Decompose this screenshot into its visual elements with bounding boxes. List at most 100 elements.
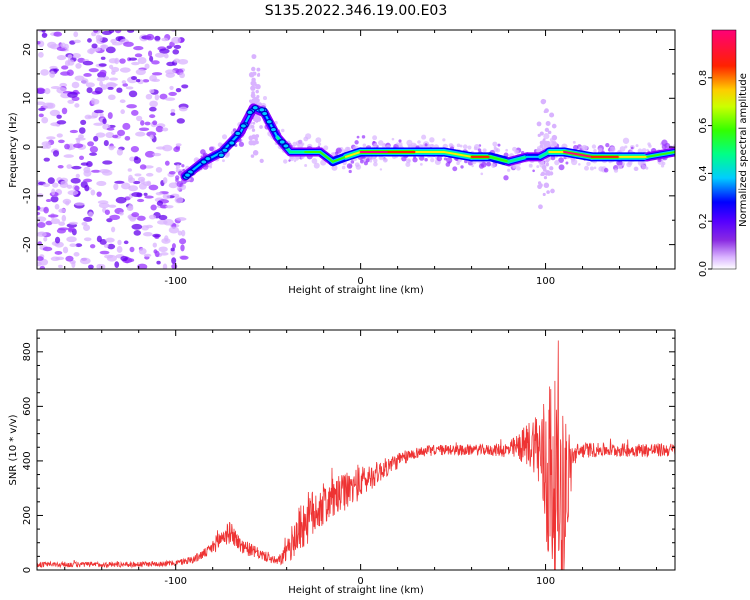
spectral-blob: [73, 252, 80, 257]
spectral-point: [634, 166, 639, 172]
spectral-point: [603, 167, 609, 173]
spectral-blob: [88, 68, 99, 73]
spectral-point: [544, 127, 550, 133]
ridge-segment: [563, 150, 593, 158]
spectral-blob: [106, 254, 118, 262]
spectral-blob: [130, 146, 139, 153]
spectral-blob: [99, 238, 107, 245]
spectral-point: [570, 158, 578, 166]
spectral-blob: [159, 48, 170, 54]
spectral-point: [255, 83, 261, 90]
spectral-blob: [67, 99, 75, 104]
spectral-point: [365, 158, 370, 163]
spectral-blob: [137, 57, 147, 64]
spectral-blob: [177, 58, 189, 65]
spectral-point: [430, 158, 435, 163]
spectral-blob: [120, 255, 128, 262]
spectral-point: [421, 134, 427, 140]
spectral-blob: [101, 169, 113, 176]
spectral-blob: [171, 263, 178, 269]
spectral-point: [251, 128, 256, 132]
spectral-blob: [169, 85, 174, 90]
spectral-blob: [73, 31, 79, 38]
spectral-point: [356, 135, 360, 139]
y-tick-label: 400: [22, 451, 33, 470]
spectral-blob: [60, 180, 68, 186]
spectral-blob: [151, 72, 163, 76]
spectral-blob: [165, 69, 176, 75]
y-tick-label: 200: [22, 506, 33, 525]
spectral-blob: [110, 226, 116, 233]
spectral-point: [378, 155, 384, 161]
ridge-segment: [646, 150, 675, 158]
spectral-blob: [98, 63, 107, 67]
spectral-blob: [81, 78, 89, 85]
spectral-point: [318, 142, 322, 146]
spectral-point: [348, 169, 352, 174]
spectral-blob: [174, 196, 184, 204]
spectral-blob: [66, 236, 77, 243]
spectral-blob: [137, 176, 146, 182]
spectral-point: [254, 137, 258, 141]
spectral-blob: [66, 184, 73, 189]
spectral-blob: [131, 61, 140, 66]
spectral-point: [584, 165, 589, 171]
spectral-blob: [114, 180, 125, 184]
spectral-point: [330, 152, 335, 156]
spectral-point: [251, 77, 256, 83]
spectral-point: [250, 124, 255, 129]
spectral-point: [616, 159, 623, 167]
spectral-blob: [40, 145, 49, 149]
spectral-blob: [95, 34, 101, 41]
spectral-point: [280, 128, 285, 133]
spectral-point: [456, 161, 460, 166]
ridge-spot: [278, 139, 286, 145]
spectral-blob: [37, 40, 41, 45]
spectral-blob: [102, 160, 113, 165]
spectral-point: [514, 150, 519, 155]
spectral-blob: [131, 192, 142, 197]
spectral-point: [572, 140, 576, 144]
spectral-blob: [74, 103, 80, 108]
spectral-blob: [39, 265, 46, 269]
spectral-blob: [165, 205, 174, 209]
spectral-blob: [158, 214, 168, 221]
spectrogram-xlabel: Height of straight line (km): [288, 285, 424, 296]
spectral-blob: [37, 211, 41, 216]
ridge-segment: [344, 150, 362, 158]
ridge-segment: [442, 150, 473, 158]
spectral-blob: [69, 129, 78, 134]
spectral-point: [373, 158, 378, 163]
spectral-blob: [45, 199, 52, 203]
spectral-blob: [127, 30, 135, 33]
spectral-blob: [96, 263, 103, 269]
spectral-blob: [37, 261, 42, 267]
spectral-blob: [145, 33, 155, 41]
spectral-blob: [109, 64, 114, 70]
spectral-blob: [95, 132, 106, 138]
spectral-blob: [83, 224, 91, 232]
spectral-blob: [38, 51, 44, 58]
spectral-blob: [62, 246, 69, 254]
snr-ylabel: SNR (10 * v/v): [8, 414, 19, 485]
spectral-blob: [127, 177, 136, 184]
spectral-blob: [138, 127, 150, 131]
spectral-blob: [176, 118, 185, 124]
spectral-blob: [86, 161, 93, 168]
spectral-blob: [144, 121, 151, 126]
spectral-blob: [128, 203, 134, 211]
spectral-blob: [71, 53, 81, 59]
spectral-blob: [162, 263, 168, 269]
spectral-blob: [87, 141, 95, 147]
spectral-blob: [46, 136, 56, 140]
spectral-point: [372, 156, 376, 160]
colorbar-gradient: [712, 30, 736, 269]
spectral-point: [445, 162, 451, 167]
spectral-blob: [83, 169, 92, 177]
ridge-spot: [261, 110, 269, 117]
snr-xlabel: Height of straight line (km): [288, 585, 424, 596]
spectral-blob: [59, 82, 68, 88]
spectral-blob: [178, 106, 188, 112]
spectral-blob: [41, 141, 51, 147]
